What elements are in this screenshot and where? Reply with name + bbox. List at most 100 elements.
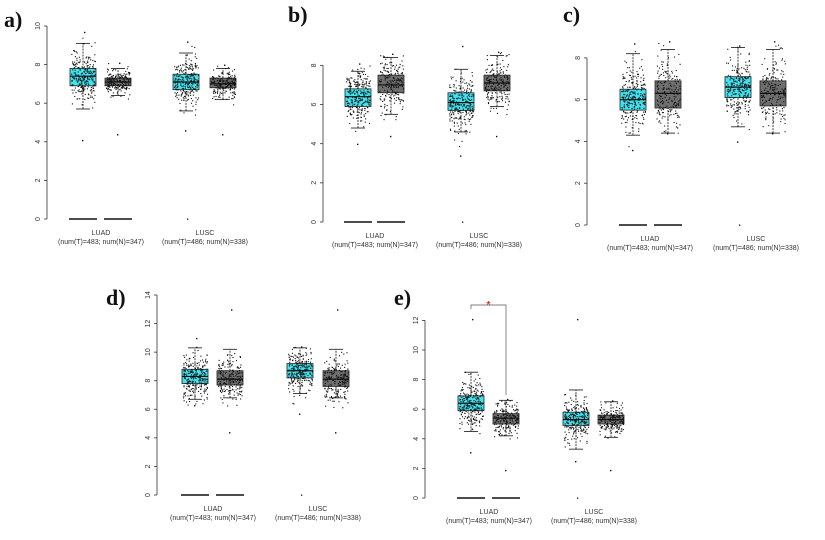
jitter-point	[356, 83, 358, 85]
jitter-point	[380, 71, 382, 73]
jitter-point	[309, 363, 311, 365]
jitter-point	[300, 369, 302, 371]
jitter-point	[773, 77, 775, 79]
jitter-point	[660, 49, 662, 51]
jitter-point	[624, 111, 626, 113]
jitter-point	[656, 65, 658, 67]
jitter-point	[625, 131, 627, 133]
jitter-point	[78, 75, 81, 77]
y-tick-label: 8	[35, 63, 42, 67]
jitter-point	[627, 89, 629, 91]
jitter-point	[356, 105, 358, 107]
jitter-point	[510, 417, 512, 419]
jitter-point	[197, 67, 199, 69]
jitter-point	[625, 62, 627, 64]
jitter-point	[460, 77, 462, 80]
jitter-point	[512, 414, 514, 416]
jitter-point	[489, 81, 492, 83]
jitter-point	[115, 86, 117, 89]
jitter-point	[748, 82, 750, 84]
jitter-point	[206, 386, 208, 389]
jitter-point	[385, 83, 388, 85]
jitter-point	[402, 106, 404, 108]
jitter-point	[586, 442, 588, 444]
jitter-point	[469, 84, 471, 86]
jitter-point	[395, 81, 397, 83]
jitter-point	[302, 372, 305, 375]
jitter-point	[191, 78, 193, 80]
jitter-point	[657, 109, 659, 111]
jitter-point	[106, 77, 109, 79]
jitter-point	[354, 81, 356, 83]
jitter-point	[384, 64, 386, 66]
jitter-point	[577, 404, 579, 406]
jitter-point	[601, 416, 603, 418]
jitter-point	[233, 376, 235, 378]
jitter-point	[583, 410, 585, 412]
jitter-point	[361, 110, 363, 112]
jitter-point	[192, 380, 194, 382]
jitter-point	[230, 85, 232, 88]
jitter-point	[330, 378, 332, 381]
jitter-point	[565, 402, 567, 404]
jitter-point	[355, 98, 357, 101]
jitter-point	[391, 62, 393, 64]
jitter-point	[238, 372, 240, 374]
jitter-point	[76, 80, 78, 82]
jitter-point	[657, 70, 659, 72]
jitter-point	[745, 92, 747, 94]
jitter-point	[400, 79, 402, 82]
box-lusc-tumor	[286, 346, 314, 415]
jitter-point	[494, 89, 496, 91]
jitter-point	[564, 426, 566, 428]
jitter-point	[341, 382, 344, 384]
box-luad-normal	[104, 62, 132, 136]
jitter-point	[301, 384, 303, 386]
jitter-point	[490, 79, 492, 81]
jitter-point	[463, 103, 466, 105]
jitter-point	[499, 53, 501, 55]
jitter-point	[479, 425, 481, 427]
jitter-point	[72, 77, 74, 79]
jitter-point	[634, 104, 636, 106]
jitter-point	[196, 90, 198, 92]
jitter-point	[107, 78, 109, 80]
jitter-point	[516, 409, 518, 411]
jitter-point	[634, 88, 636, 90]
jitter-point	[220, 384, 222, 386]
jitter-point	[503, 419, 505, 421]
jitter-point	[364, 92, 366, 94]
jitter-point	[463, 407, 465, 409]
jitter-point	[451, 105, 453, 107]
jitter-point	[292, 369, 294, 371]
jitter-point	[498, 73, 500, 75]
jitter-point	[507, 96, 509, 98]
jitter-point	[211, 80, 213, 82]
jitter-point	[669, 74, 671, 76]
jitter-point	[467, 118, 469, 120]
jitter-point	[77, 71, 79, 73]
jitter-point	[507, 77, 509, 80]
jitter-point	[305, 352, 307, 354]
jitter-point	[459, 422, 461, 425]
jitter-point	[216, 77, 218, 79]
jitter-point	[345, 381, 347, 383]
jitter-point	[73, 72, 75, 74]
jitter-point	[182, 92, 184, 94]
jitter-point	[504, 74, 506, 76]
outlier-point	[507, 398, 509, 401]
jitter-point	[108, 84, 110, 86]
jitter-point	[176, 81, 178, 83]
jitter-point	[747, 77, 749, 79]
jitter-point	[746, 110, 748, 112]
jitter-point	[229, 362, 232, 364]
jitter-point	[189, 81, 191, 83]
jitter-point	[765, 80, 767, 82]
jitter-point	[748, 53, 750, 56]
jitter-point	[123, 77, 125, 79]
jitter-point	[468, 384, 470, 386]
jitter-point	[581, 415, 583, 417]
jitter-point	[470, 123, 472, 125]
jitter-point	[577, 420, 579, 422]
jitter-point	[572, 415, 575, 417]
